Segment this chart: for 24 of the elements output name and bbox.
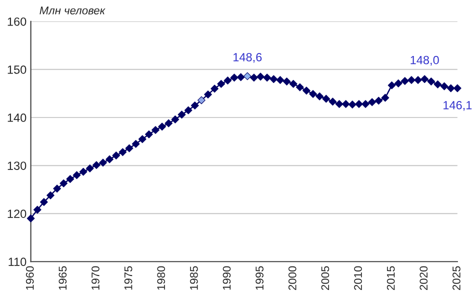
x-tick-label: 2005 (321, 266, 330, 290)
x-tick-label: 1970 (92, 266, 100, 290)
y-tick-label: 160 (8, 17, 26, 26)
x-tick-label: 2000 (288, 266, 296, 290)
x-tick-label: 1960 (26, 266, 34, 290)
y-tick-label: 140 (8, 114, 26, 122)
annotation: 148,6 (234, 52, 262, 63)
y-axis-title: Млн человек (40, 6, 106, 14)
annotation: 146,1 (444, 101, 472, 111)
y-tick-label: 110 (8, 258, 26, 266)
x-tick-label: 2025 (452, 266, 460, 290)
y-tick-label: 130 (8, 162, 26, 170)
x-tick-label: 1990 (222, 266, 231, 290)
y-tick-label: 120 (8, 210, 26, 218)
x-tick-label: 2015 (386, 266, 395, 290)
annotation: 148,0 (410, 56, 439, 66)
x-tick-label: 1965 (58, 266, 67, 290)
x-tick-label: 1985 (190, 266, 198, 290)
y-tick-label: 150 (8, 65, 26, 74)
x-tick-label: 1995 (256, 266, 264, 290)
x-tick-label: 1980 (157, 266, 166, 290)
x-tick-label: 1975 (124, 266, 132, 290)
x-tick-label: 2020 (420, 266, 428, 290)
x-tick-label: 2010 (354, 266, 362, 290)
